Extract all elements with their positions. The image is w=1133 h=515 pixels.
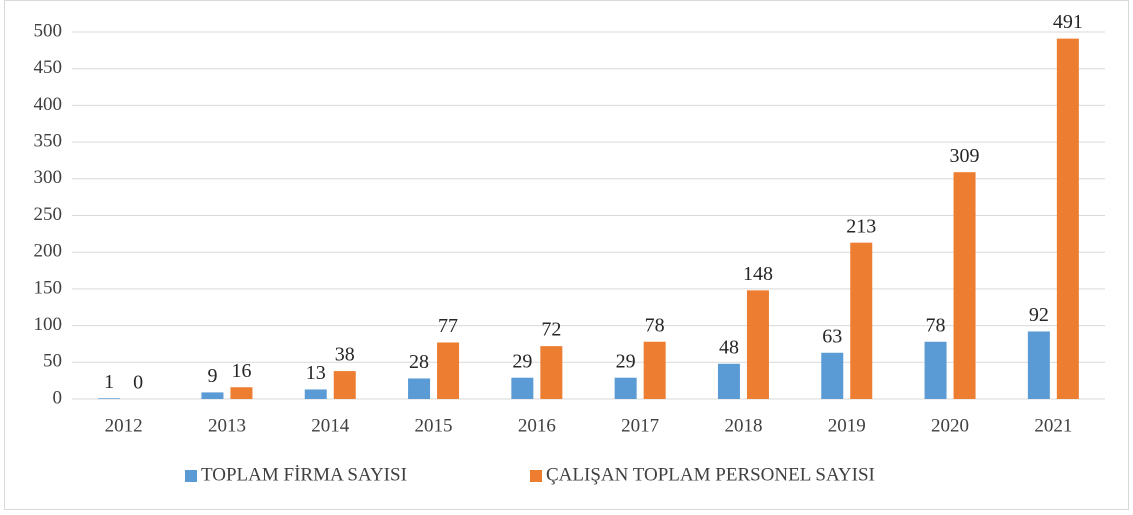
data-label: 29 — [512, 350, 532, 372]
data-label: 63 — [822, 325, 842, 347]
x-tick-label: 2014 — [311, 415, 350, 436]
x-tick-label: 2019 — [828, 415, 866, 436]
data-label: 309 — [950, 145, 980, 167]
data-label: 38 — [335, 344, 355, 366]
legend-label: TOPLAM FİRMA SAYISI — [201, 464, 407, 485]
bar — [953, 172, 976, 399]
bar — [437, 342, 460, 399]
bar — [408, 378, 431, 399]
x-tick-label: 2013 — [208, 415, 246, 436]
data-label: 148 — [743, 263, 773, 285]
x-tick-label: 2017 — [621, 415, 659, 436]
legend-swatch — [530, 470, 542, 482]
legend-swatch — [185, 470, 197, 482]
data-label: 491 — [1053, 11, 1083, 33]
bar — [1027, 331, 1050, 399]
bar — [98, 398, 121, 399]
bar — [201, 392, 224, 399]
y-tick-label: 500 — [34, 20, 63, 41]
y-tick-label: 350 — [34, 130, 63, 151]
chart-border — [4, 0, 1129, 510]
bar — [1056, 38, 1079, 400]
y-tick-label: 200 — [34, 241, 63, 262]
bar — [821, 352, 844, 399]
y-tick-label: 0 — [53, 387, 63, 408]
x-tick-label: 2016 — [518, 415, 556, 436]
data-label: 28 — [409, 351, 429, 373]
y-tick-label: 300 — [34, 167, 63, 188]
x-tick-label: 2015 — [415, 415, 453, 436]
x-tick-label: 2020 — [931, 415, 969, 436]
bar — [746, 290, 769, 399]
bar — [540, 346, 563, 399]
bar — [304, 389, 327, 399]
data-label: 13 — [306, 362, 326, 384]
x-tick-label: 2021 — [1034, 415, 1072, 436]
data-label: 16 — [231, 360, 251, 382]
data-label: 9 — [207, 365, 217, 387]
data-label: 92 — [1029, 304, 1049, 326]
bar — [850, 242, 873, 399]
y-tick-label: 150 — [34, 277, 63, 298]
y-tick-label: 450 — [34, 57, 63, 78]
data-label: 48 — [719, 336, 739, 358]
bar — [924, 341, 947, 399]
data-label: 78 — [926, 314, 946, 336]
bar — [511, 377, 534, 399]
bar — [230, 387, 253, 399]
data-label: 213 — [846, 215, 876, 237]
bar — [614, 377, 637, 399]
data-label: 1 — [104, 371, 114, 393]
data-label: 29 — [616, 350, 636, 372]
bar — [333, 371, 356, 399]
bar — [643, 341, 666, 399]
y-tick-label: 100 — [34, 314, 63, 335]
data-label: 72 — [541, 319, 561, 341]
y-tick-label: 50 — [43, 351, 62, 372]
bar — [717, 363, 740, 399]
data-label: 78 — [645, 314, 665, 336]
data-label: 77 — [438, 315, 458, 337]
y-tick-label: 400 — [34, 94, 63, 115]
x-tick-label: 2012 — [105, 415, 143, 436]
data-label: 0 — [133, 372, 143, 394]
x-tick-label: 2018 — [724, 415, 762, 436]
y-tick-label: 250 — [34, 204, 63, 225]
legend-label: ÇALIŞAN TOPLAM PERSONEL SAYISI — [546, 464, 875, 485]
